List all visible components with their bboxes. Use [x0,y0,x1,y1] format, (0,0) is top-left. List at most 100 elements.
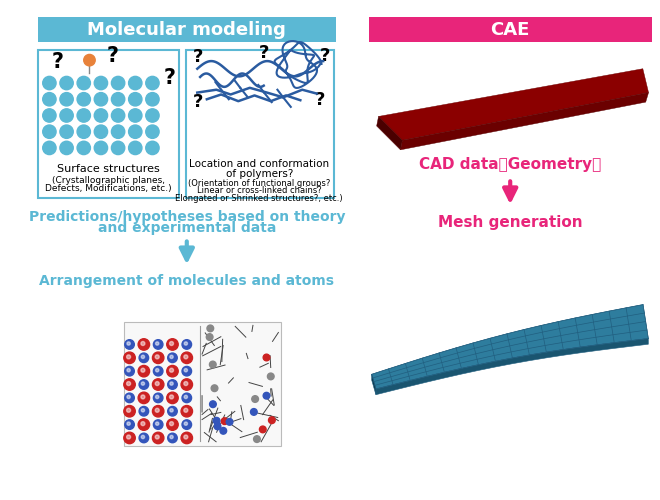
Circle shape [251,396,259,402]
Circle shape [170,422,174,426]
Circle shape [43,92,56,106]
Circle shape [213,418,220,424]
Polygon shape [377,116,403,150]
Circle shape [127,408,131,412]
Circle shape [139,380,148,390]
Circle shape [152,352,164,364]
Circle shape [167,392,178,404]
Circle shape [138,419,150,430]
Circle shape [77,125,90,138]
Circle shape [43,125,56,138]
Circle shape [125,366,135,376]
Circle shape [170,408,173,412]
Circle shape [220,428,226,434]
Circle shape [139,406,148,416]
Polygon shape [401,92,649,150]
Text: Surface structures: Surface structures [57,164,160,174]
Circle shape [127,382,131,386]
Circle shape [156,368,159,372]
Circle shape [184,408,188,412]
Circle shape [155,408,159,412]
Circle shape [141,436,145,438]
Text: Molecular modeling: Molecular modeling [87,20,286,38]
Circle shape [141,368,145,372]
Circle shape [127,368,130,372]
Circle shape [184,355,188,359]
Circle shape [207,334,213,340]
Circle shape [146,141,159,154]
Circle shape [124,352,135,364]
Circle shape [267,373,274,380]
Circle shape [226,418,233,425]
Circle shape [146,125,159,138]
Circle shape [184,382,188,386]
Circle shape [127,342,130,345]
Circle shape [184,422,187,426]
Circle shape [112,76,125,90]
Circle shape [168,406,178,416]
Text: ?: ? [193,93,203,111]
FancyBboxPatch shape [124,322,281,446]
Circle shape [209,361,216,368]
Polygon shape [376,338,648,394]
Circle shape [125,393,135,402]
Circle shape [152,379,164,390]
Circle shape [129,76,142,90]
Circle shape [182,340,191,349]
Circle shape [94,76,108,90]
Circle shape [146,109,159,122]
FancyBboxPatch shape [186,50,334,198]
Circle shape [60,92,73,106]
Circle shape [127,422,130,426]
Circle shape [181,352,193,364]
Circle shape [167,338,178,350]
Circle shape [170,342,174,345]
FancyArrowPatch shape [504,181,516,200]
Circle shape [152,406,164,417]
Circle shape [153,393,163,402]
FancyBboxPatch shape [369,17,652,42]
Circle shape [112,92,125,106]
Circle shape [43,141,56,154]
Text: Mesh generation: Mesh generation [438,214,583,230]
Circle shape [77,76,90,90]
Text: ?: ? [315,91,325,109]
Circle shape [168,433,178,442]
Circle shape [181,379,193,390]
Circle shape [60,76,73,90]
Text: (Crystallographic planes,: (Crystallographic planes, [52,176,165,185]
Circle shape [184,342,187,345]
Circle shape [141,395,145,399]
FancyBboxPatch shape [38,17,336,42]
Circle shape [168,380,178,390]
Text: Location and conformation: Location and conformation [189,159,329,169]
Circle shape [77,141,90,154]
Circle shape [141,355,145,358]
Polygon shape [372,304,648,389]
Circle shape [184,396,187,398]
Circle shape [94,92,108,106]
Text: of polymers?: of polymers? [226,168,293,178]
Circle shape [184,435,188,439]
Circle shape [170,382,173,385]
Circle shape [155,382,159,386]
Circle shape [263,392,270,399]
Circle shape [153,420,163,430]
Circle shape [156,342,159,345]
Circle shape [251,408,257,416]
Text: Arrangement of molecules and atoms: Arrangement of molecules and atoms [40,274,334,288]
Circle shape [181,406,193,417]
Circle shape [125,420,135,430]
Circle shape [214,423,221,430]
Text: Defects, Modifications, etc.): Defects, Modifications, etc.) [46,184,172,194]
Text: (Orientation of functional groups?: (Orientation of functional groups? [188,178,331,188]
Circle shape [167,366,178,377]
Circle shape [210,401,216,407]
Circle shape [139,353,148,362]
Circle shape [182,393,191,402]
Text: CAD data（Geometry）: CAD data（Geometry） [419,156,601,172]
Circle shape [129,109,142,122]
Circle shape [141,342,145,345]
Circle shape [129,92,142,106]
Circle shape [129,141,142,154]
